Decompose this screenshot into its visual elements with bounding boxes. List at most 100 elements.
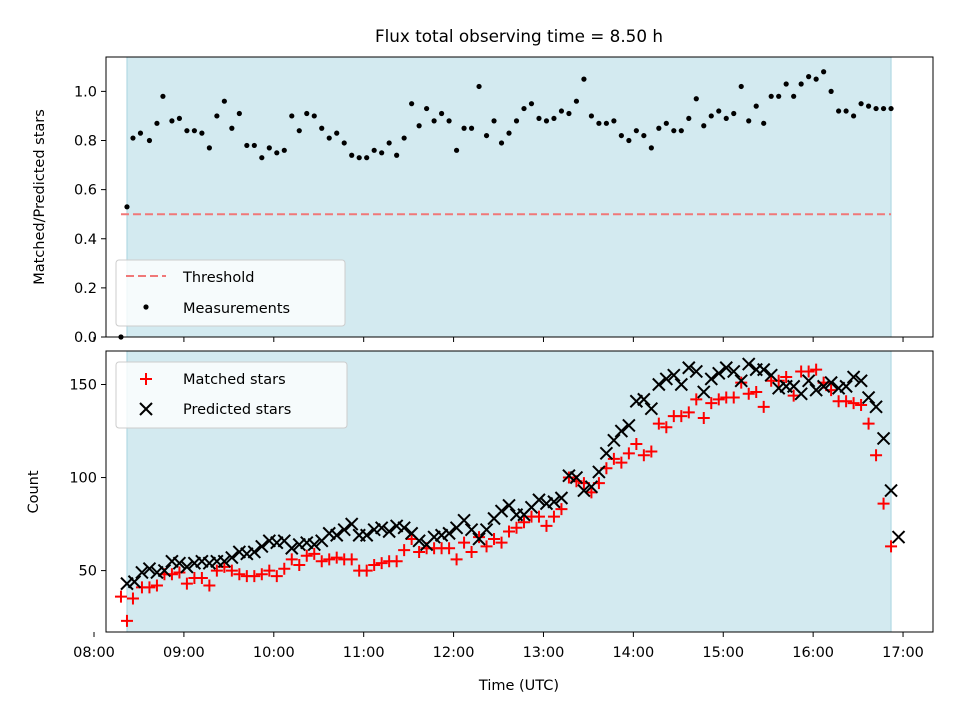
predicted-star-point [584, 480, 599, 494]
predicted-star-point [607, 433, 621, 448]
measurement-point [821, 69, 827, 75]
predicted-star-point [846, 370, 861, 384]
measurement-point [319, 125, 325, 131]
predicted-star-point [532, 493, 546, 507]
matched-star-point [465, 545, 478, 558]
measurement-point [334, 130, 340, 136]
measurement-point [671, 128, 677, 134]
matched-star-point [727, 391, 740, 404]
measurement-point [476, 83, 482, 90]
predicted-star-point [359, 528, 374, 542]
measurement-point [836, 108, 842, 114]
measurement-point [401, 135, 407, 141]
measurement-point [521, 105, 527, 112]
x-axis-label: Time (UTC) [478, 678, 559, 694]
top-legend: Threshold Measurements [115, 259, 346, 327]
measurement-point [678, 128, 684, 134]
measurement-point [274, 150, 280, 156]
predicted-star-point [547, 495, 561, 509]
measurement-point [379, 150, 385, 156]
bottom-ytick-label: 150 [69, 377, 97, 393]
predicted-star-point [307, 537, 321, 552]
xtick-label: 12:00 [433, 645, 475, 661]
matched-star-point [488, 532, 501, 545]
measurement-point [146, 137, 153, 144]
matched-star-point [877, 497, 890, 510]
measurement-point [498, 140, 505, 146]
predicted-star-point [142, 562, 157, 576]
measurement-point [199, 130, 205, 136]
chart-title: Flux total observing time = 8.50 h [375, 26, 663, 46]
predicted-star-point [712, 366, 726, 381]
matched-star-point [742, 387, 755, 400]
measurement-point [693, 96, 699, 102]
matched-star-point [630, 438, 643, 451]
matched-star-point [517, 516, 530, 529]
predicted-star-point [854, 374, 868, 388]
predicted-star-point [697, 385, 711, 399]
predicted-star-point [652, 377, 666, 392]
measurement-point [618, 132, 624, 139]
xtick-label: 11:00 [343, 645, 385, 661]
measurement-point [296, 128, 302, 134]
matched-star-point [360, 564, 373, 577]
measurement-point [409, 101, 415, 107]
matched-star-point [300, 549, 313, 562]
measurement-point [558, 108, 565, 114]
matched-star-point [532, 510, 545, 523]
predicted-star-point [637, 392, 651, 407]
matched-star-point [697, 411, 710, 424]
measurement-point [611, 118, 617, 124]
legend-threshold-label: Threshold [182, 270, 254, 286]
xtick-label: 17:00 [882, 645, 924, 661]
matched-star-point [195, 572, 208, 585]
measurement-point [626, 137, 632, 144]
matched-star-point [114, 590, 127, 603]
measurement-point [491, 118, 497, 124]
matched-star-point [847, 397, 860, 410]
measurement-point [716, 108, 722, 114]
measurement-point [528, 101, 535, 107]
matched-star-point [840, 395, 853, 408]
measurement-point [641, 132, 647, 139]
bottom-axes-frame [105, 350, 934, 633]
xtick-label: 15:00 [702, 645, 744, 661]
predicted-star-point [622, 418, 636, 433]
matched-star-point [787, 389, 800, 402]
measurement-point [124, 204, 130, 210]
matched-star-point [375, 557, 388, 570]
matched-star-point [225, 564, 238, 577]
measurement-point [468, 125, 475, 131]
matched-star-point [248, 570, 261, 583]
predicted-star-point [374, 521, 389, 535]
measurement-point [356, 155, 362, 161]
predicted-star-point [225, 550, 239, 565]
measurement-point [221, 98, 227, 104]
measurement-point [746, 118, 752, 124]
bottom-ytick-label: 100 [69, 471, 97, 487]
measurement-point [828, 88, 834, 94]
matched-star-point [780, 371, 793, 384]
matched-star-point [503, 525, 516, 538]
measurement-point [130, 135, 136, 141]
measurement-point [506, 130, 512, 136]
measurement-point [191, 128, 197, 134]
measurement-point [364, 155, 370, 161]
matched-star-point [443, 542, 456, 555]
matched-star-point [682, 406, 695, 419]
matched-star-point [120, 614, 133, 627]
measurement-point [438, 110, 445, 117]
matched-star-point [405, 532, 418, 545]
measurement-point [813, 76, 819, 82]
measurement-point [858, 101, 864, 107]
xtick-label: 16:00 [792, 645, 834, 661]
measurement-point [154, 120, 160, 126]
measurement-point [663, 120, 669, 126]
predicted-star-point [667, 368, 681, 382]
measurement-point [446, 118, 452, 124]
measurement-point [596, 120, 602, 126]
measurement-point [603, 120, 609, 126]
predicted-star-point [472, 532, 486, 546]
matched-star-point [510, 521, 523, 534]
